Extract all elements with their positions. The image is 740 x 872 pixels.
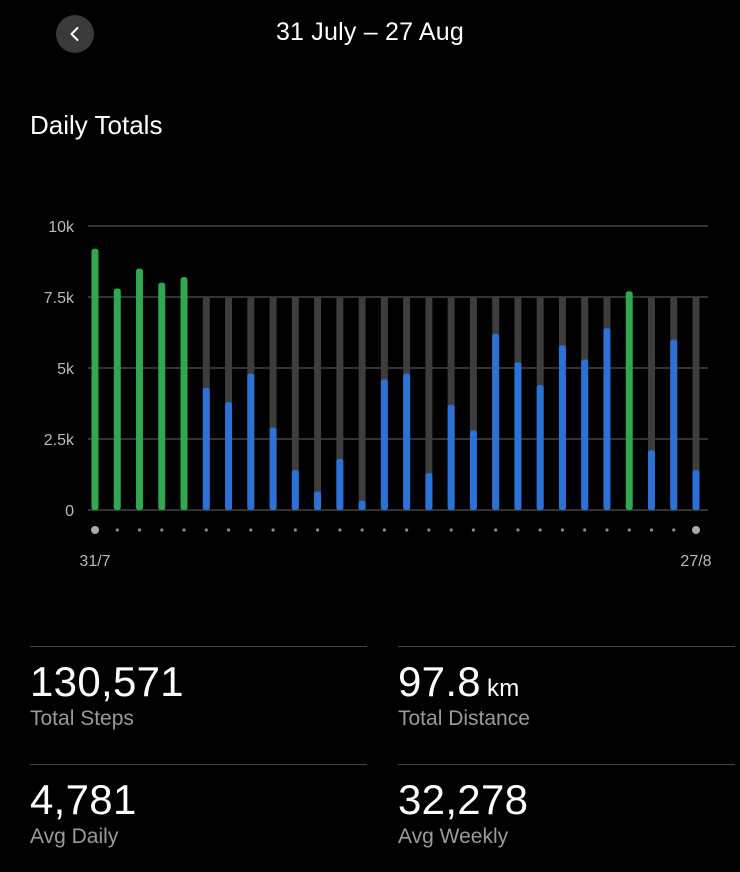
section-title: Daily Totals — [30, 110, 163, 140]
x-dot-13 — [382, 528, 386, 532]
bar-13[interactable] — [380, 379, 388, 510]
bar-24[interactable] — [625, 291, 633, 510]
bar-18[interactable] — [492, 333, 500, 510]
bar-6[interactable] — [225, 402, 233, 510]
goal-track-27 — [692, 297, 700, 510]
bar-15[interactable] — [425, 473, 433, 510]
total-distance-label: Total Distance — [398, 707, 530, 730]
x-end-label: 27/8 — [680, 553, 711, 570]
x-dot-27 — [692, 526, 700, 534]
x-dot-17 — [471, 528, 476, 532]
total-distance-unit: km — [486, 675, 520, 702]
bar-17[interactable] — [469, 430, 477, 510]
bar-19[interactable] — [514, 362, 522, 510]
avg-weekly-value: 32,278 — [398, 776, 529, 823]
bar-7[interactable] — [247, 373, 255, 510]
bar-20[interactable] — [536, 385, 544, 510]
x-dot-19 — [516, 528, 520, 532]
x-dot-14 — [405, 528, 409, 532]
x-dot-24 — [627, 528, 631, 532]
x-dot-9 — [293, 528, 297, 532]
stat-total-distance: 97.8 km Total Distance — [398, 646, 735, 731]
bar-10[interactable] — [314, 491, 322, 510]
y-tick-label: 7.5k — [44, 290, 75, 307]
bar-22[interactable] — [581, 359, 589, 510]
goal-track-12 — [358, 297, 366, 510]
chevron-left-icon — [70, 27, 79, 41]
bar-8[interactable] — [269, 427, 277, 510]
bar-1[interactable] — [113, 288, 121, 510]
stat-avg-daily: 4,781 Avg Daily — [30, 764, 367, 849]
bar-2[interactable] — [136, 268, 144, 510]
y-tick-label: 5k — [57, 361, 75, 378]
bar-9[interactable] — [291, 470, 299, 510]
bar-16[interactable] — [447, 404, 455, 510]
x-dot-16 — [449, 528, 453, 532]
x-dot-2 — [137, 528, 142, 532]
total-distance-value: 97.8 — [398, 658, 481, 705]
goal-track-11 — [336, 297, 344, 510]
total-steps-label: Total Steps — [30, 707, 134, 730]
x-dot-8 — [271, 528, 275, 532]
bar-0[interactable] — [91, 248, 99, 510]
y-tick-label: 2.5k — [44, 432, 75, 449]
goal-track-10 — [314, 297, 322, 510]
back-button[interactable] — [56, 15, 94, 53]
y-axis-ticks: 0 2.5k 5k 7.5k 10k — [44, 219, 75, 520]
x-dot-12 — [360, 528, 364, 532]
x-dot-26 — [672, 528, 676, 532]
bar-25[interactable] — [647, 450, 655, 510]
stat-total-steps: 130,571 Total Steps — [30, 646, 367, 731]
x-dot-22 — [583, 528, 587, 532]
bar-27[interactable] — [692, 470, 700, 510]
goal-track-9 — [291, 297, 299, 510]
x-axis-dots — [91, 526, 700, 534]
x-dot-15 — [427, 528, 431, 532]
x-dot-4 — [182, 528, 186, 532]
x-dot-0 — [91, 526, 99, 534]
y-tick-label: 10k — [48, 219, 75, 236]
x-dot-7 — [249, 528, 253, 532]
x-dot-5 — [204, 528, 208, 532]
bar-23[interactable] — [603, 328, 611, 510]
x-dot-3 — [160, 528, 164, 532]
x-dot-11 — [338, 528, 342, 532]
chart-bars — [91, 248, 700, 510]
x-dot-10 — [315, 528, 320, 532]
bar-21[interactable] — [558, 345, 566, 510]
x-start-label: 31/7 — [79, 553, 110, 570]
bar-4[interactable] — [180, 277, 188, 510]
page-title: 31 July – 27 Aug — [275, 18, 465, 46]
avg-weekly-label: Avg Weekly — [398, 825, 509, 848]
x-dot-25 — [649, 528, 654, 532]
avg-daily-label: Avg Daily — [30, 825, 119, 848]
x-dot-18 — [494, 528, 498, 532]
total-distance-value-row: 97.8 km — [398, 661, 735, 703]
x-dot-21 — [560, 528, 565, 532]
x-dot-6 — [226, 528, 231, 532]
x-dot-20 — [538, 528, 542, 532]
goal-track-15 — [425, 297, 433, 510]
bar-11[interactable] — [336, 458, 344, 510]
bar-3[interactable] — [158, 282, 166, 510]
avg-daily-value: 4,781 — [30, 776, 137, 823]
bar-26[interactable] — [670, 339, 678, 510]
x-dot-23 — [605, 528, 609, 532]
daily-steps-chart: 0 2.5k 5k 7.5k 10k 31/7 27/8 — [44, 219, 712, 570]
stat-avg-weekly: 32,278 Avg Weekly — [398, 764, 735, 849]
bar-12[interactable] — [358, 500, 366, 510]
total-steps-value: 130,571 — [30, 658, 184, 705]
y-tick-label: 0 — [65, 503, 74, 520]
bar-14[interactable] — [403, 373, 411, 510]
x-dot-1 — [115, 528, 119, 532]
bar-5[interactable] — [202, 387, 210, 510]
